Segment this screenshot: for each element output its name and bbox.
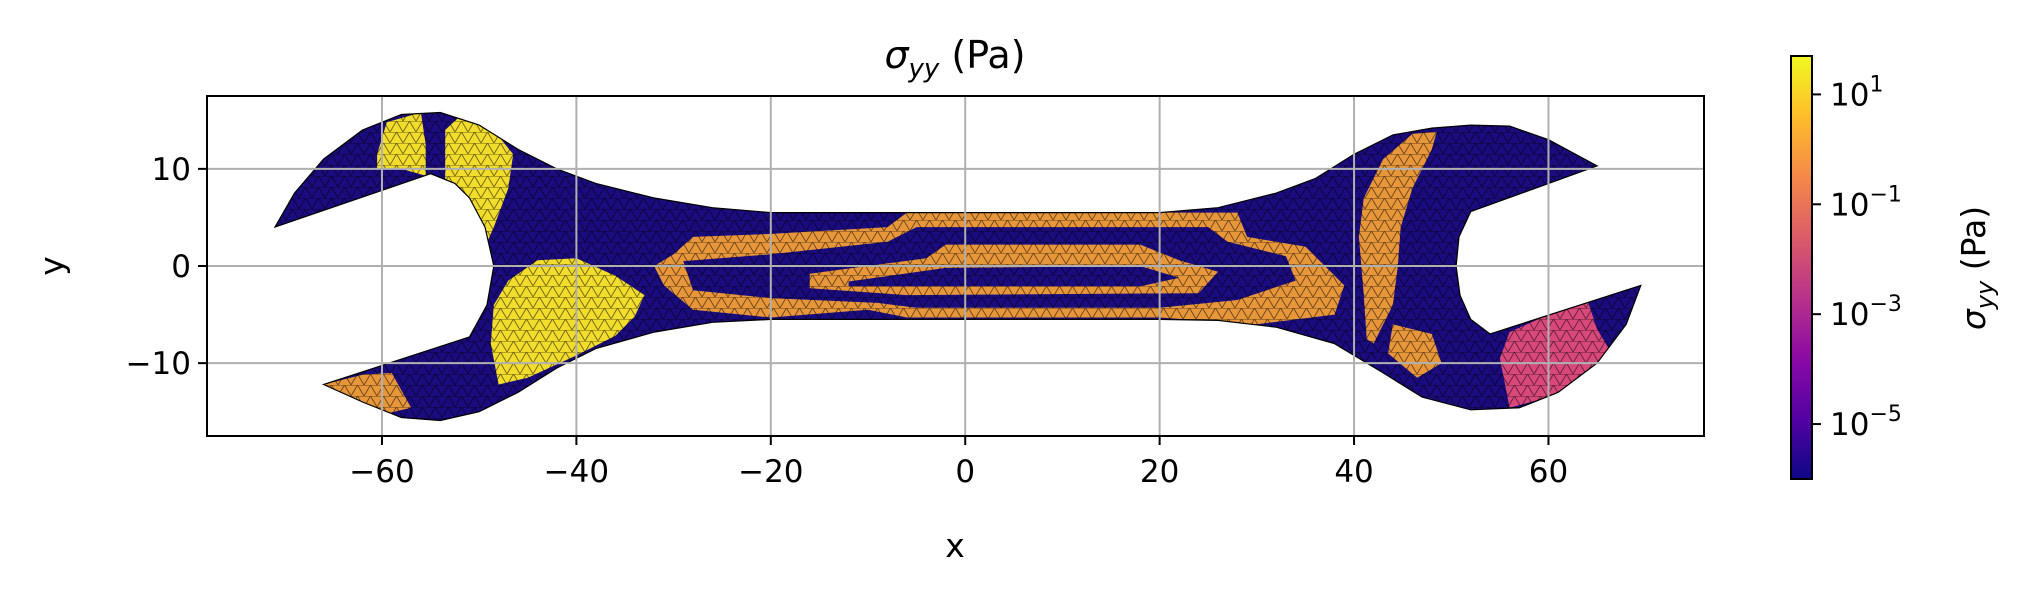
colorbar-tick-label: 101: [1830, 72, 1883, 113]
x-tick-label: 0: [955, 454, 975, 490]
x-tick-label: −60: [349, 454, 414, 490]
y-axis: −10 0 10: [126, 152, 207, 382]
colorbar-label: σyy (Pa): [1954, 206, 1999, 330]
chart-title: σyy (Pa): [884, 33, 1025, 84]
x-tick-label: 20: [1140, 454, 1179, 490]
x-tick-label: −40: [544, 454, 609, 490]
x-tick-label: 60: [1529, 454, 1568, 490]
plot-area: −60 −40 −20 0 20 40 60 −10 0 10: [126, 95, 1705, 490]
x-axis-label: x: [945, 526, 965, 565]
colorbar-tick-label: 10−1: [1830, 182, 1902, 223]
y-tick-label: 10: [152, 152, 191, 188]
x-axis: −60 −40 −20 0 20 40 60: [349, 436, 1568, 490]
colorbar-tick-label: 10−5: [1830, 402, 1902, 443]
grid-lines: [207, 96, 1704, 436]
x-tick-label: −20: [738, 454, 803, 490]
y-axis-label: y: [32, 256, 71, 276]
colorbar: 101 10−1 10−3 10−5 σyy (Pa): [1790, 55, 1999, 480]
wrench-outline: [273, 111, 1642, 422]
y-tick-label: −10: [126, 346, 191, 382]
y-tick-label: 0: [171, 249, 191, 285]
colorbar-ticks: 101 10−1 10−3 10−5: [1812, 72, 1902, 443]
colorbar-gradient: [1790, 55, 1813, 480]
colorbar-tick-label: 10−3: [1830, 292, 1902, 333]
x-tick-label: 40: [1334, 454, 1373, 490]
